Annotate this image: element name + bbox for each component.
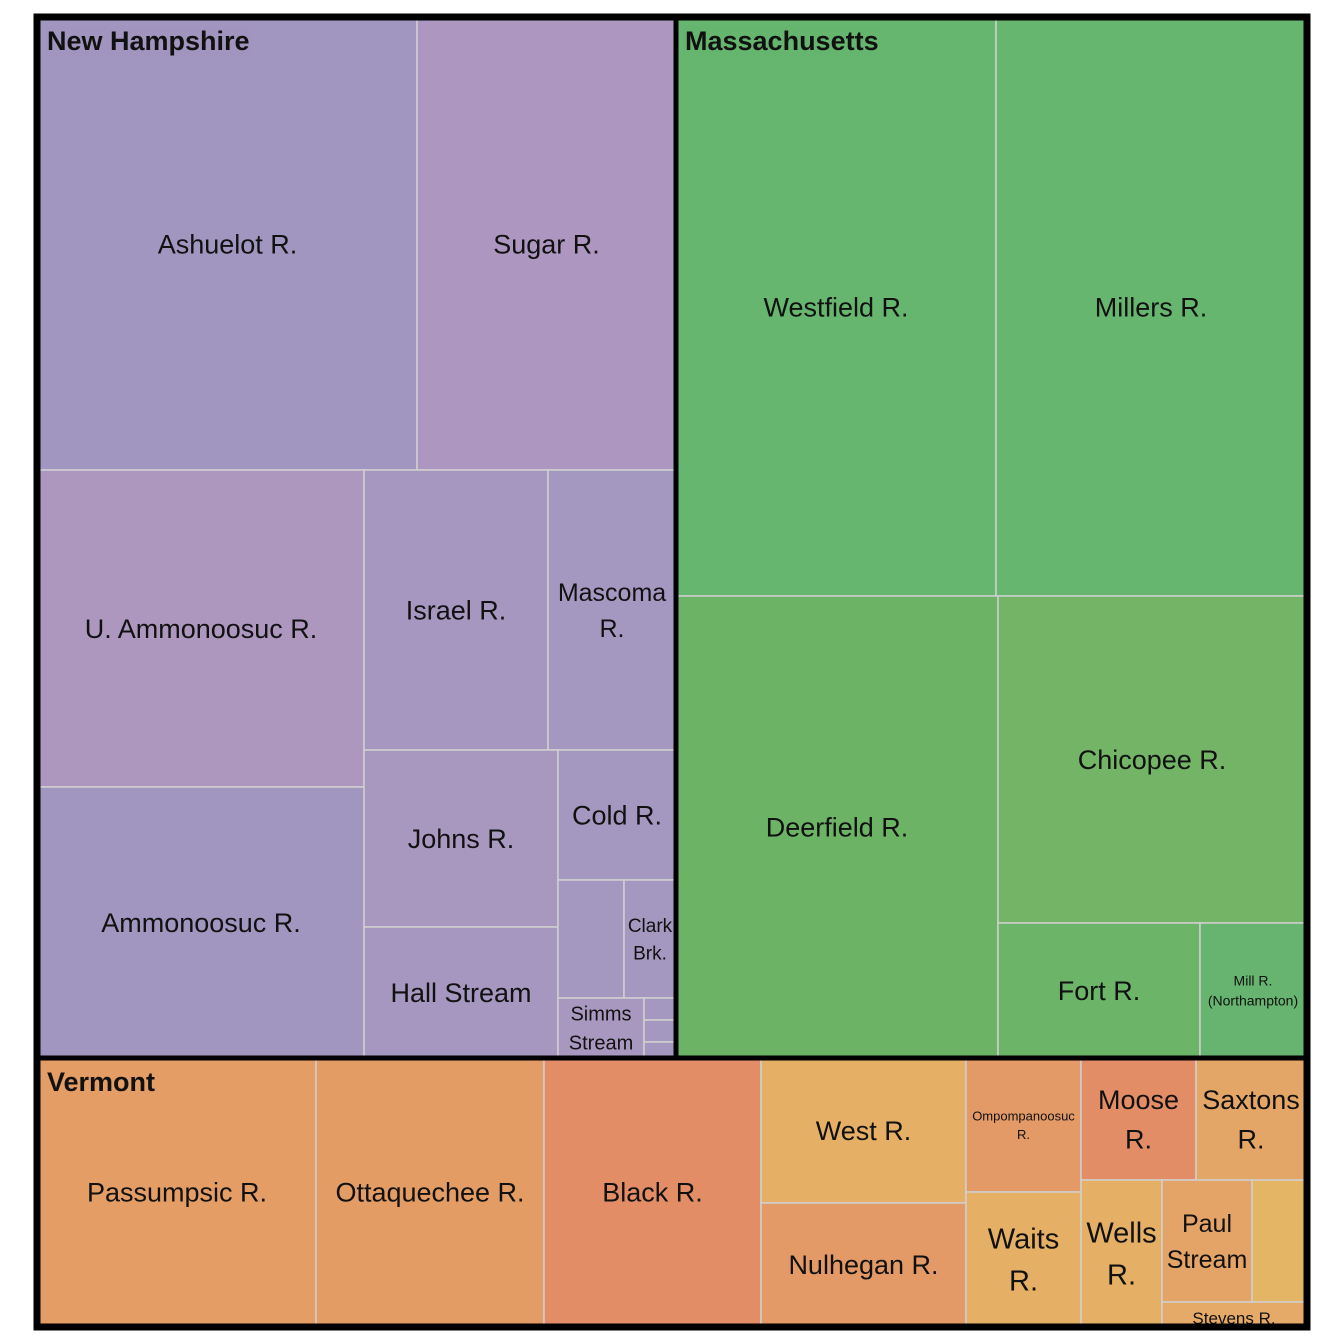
tile-ompompanoosuc-r[interactable] xyxy=(965,1057,1082,1193)
tile-label: Ashuelot R. xyxy=(158,230,298,260)
tile-label: Nulhegan R. xyxy=(788,1250,938,1280)
tile-label: U. Ammonoosuc R. xyxy=(85,614,318,644)
chart-border xyxy=(33,13,1311,1331)
tile-chicopee-r[interactable] xyxy=(997,595,1307,924)
tile-deerfield-r[interactable] xyxy=(675,595,999,1059)
tile-u-ammonoosuc-r[interactable] xyxy=(37,469,365,788)
group-new-hampshire: Ashuelot R. Sugar R. U. Ammonoosuc R. Israe… xyxy=(35,15,679,1061)
group-massachusetts: Westfield R. Millers R. Deerfield R. Chicop… xyxy=(673,15,1309,1061)
tile-label: Clark Brk. xyxy=(628,916,673,965)
group-label-backdrop xyxy=(683,26,881,56)
tile-label: Passumpsic R. xyxy=(87,1178,267,1208)
tile-label: Paul Stream xyxy=(1167,1210,1248,1274)
tile-label: Sugar R. xyxy=(493,230,600,260)
tile-clark-brk[interactable] xyxy=(623,879,677,999)
tile-label: Cold R. xyxy=(572,801,662,831)
group-label-new-hampshire: New Hampshire xyxy=(47,26,250,56)
tile-label: Chicopee R. xyxy=(1078,745,1227,775)
tile-ashuelot-r[interactable] xyxy=(37,17,418,471)
tile-label: Moose R. xyxy=(1098,1085,1179,1154)
tile-label: Ompompanoosuc R. xyxy=(972,1108,1075,1142)
tile-westfield-r[interactable] xyxy=(675,17,997,597)
tile-unlabeled[interactable] xyxy=(643,1019,677,1043)
tile-label: Israel R. xyxy=(406,596,507,626)
tile-label: Fort R. xyxy=(1058,976,1141,1006)
tile-label: Westfield R. xyxy=(763,293,908,323)
tile-label: Waits R. xyxy=(988,1223,1059,1297)
group-label-vermont: Vermont xyxy=(47,1067,155,1097)
tile-stevens-r[interactable] xyxy=(1161,1301,1307,1327)
tile-waits-r[interactable] xyxy=(965,1191,1082,1327)
tile-west-r[interactable] xyxy=(760,1057,967,1204)
group-label-massachusetts: Massachusetts xyxy=(685,26,879,56)
tile-label: Hall Stream xyxy=(390,978,531,1008)
tile-unlabeled[interactable] xyxy=(1251,1179,1307,1303)
tile-israel-r[interactable] xyxy=(363,469,549,751)
group-label-backdrop xyxy=(45,26,252,56)
tile-label: Mill R. (Northampton) xyxy=(1208,972,1298,1008)
tile-label: Wells R. xyxy=(1086,1217,1156,1291)
tile-label: Millers R. xyxy=(1095,293,1208,323)
tile-wells-r[interactable] xyxy=(1080,1179,1163,1327)
tile-unlabeled[interactable] xyxy=(643,997,677,1021)
tile-label: Mascoma R. xyxy=(558,579,666,643)
tile-label: West R. xyxy=(816,1116,912,1146)
tile-label: Johns R. xyxy=(408,824,515,854)
tile-paul-stream[interactable] xyxy=(1161,1179,1253,1303)
tile-hall-stream[interactable] xyxy=(363,926,559,1059)
tile-label: Stevens R. xyxy=(1192,1309,1275,1328)
tile-moose-r[interactable] xyxy=(1080,1057,1197,1181)
tile-label: Ottaquechee R. xyxy=(335,1178,524,1208)
tile-cold-r[interactable] xyxy=(557,749,677,881)
tile-mill-r-northampton[interactable] xyxy=(1199,922,1307,1059)
tile-label: Black R. xyxy=(602,1178,703,1208)
tile-mascoma-r[interactable] xyxy=(547,469,677,751)
tile-label: Saxtons R. xyxy=(1202,1085,1300,1154)
tile-black-r[interactable] xyxy=(543,1057,762,1327)
tile-saxtons-r[interactable] xyxy=(1195,1057,1307,1181)
tile-label: Simms Stream xyxy=(569,1004,633,1055)
tile-unlabeled[interactable] xyxy=(557,879,625,999)
tile-ottaquechee-r[interactable] xyxy=(315,1057,545,1327)
group-vermont: Passumpsic R. Ottaquechee R. Black R. West … xyxy=(35,1055,1309,1329)
tile-nulhegan-r[interactable] xyxy=(760,1202,967,1327)
tile-label: Deerfield R. xyxy=(766,813,909,843)
tile-label: Ammonoosuc R. xyxy=(101,908,301,938)
group-label-backdrop xyxy=(45,1067,158,1097)
tile-johns-r[interactable] xyxy=(363,749,559,928)
